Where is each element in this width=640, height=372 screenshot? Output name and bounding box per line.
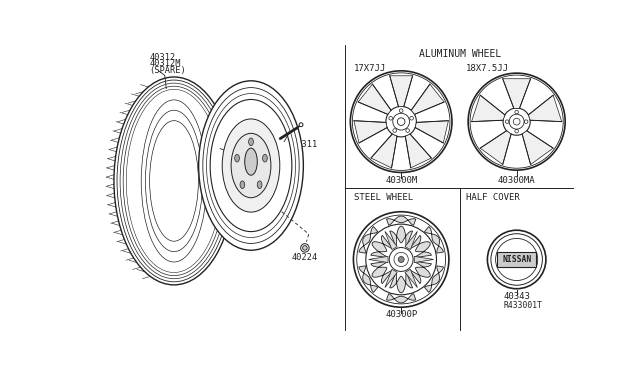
Polygon shape	[472, 95, 505, 122]
Polygon shape	[371, 235, 393, 257]
Ellipse shape	[222, 119, 280, 212]
Circle shape	[299, 123, 303, 126]
Circle shape	[303, 246, 307, 250]
Text: 40300M: 40300M	[385, 176, 417, 185]
Text: 40224: 40224	[292, 253, 318, 262]
Text: 40300P: 40300P	[385, 310, 417, 319]
Polygon shape	[410, 235, 431, 257]
Circle shape	[488, 230, 546, 289]
Ellipse shape	[257, 181, 262, 189]
Polygon shape	[359, 227, 378, 253]
Polygon shape	[387, 216, 416, 225]
Polygon shape	[390, 272, 413, 293]
Polygon shape	[358, 84, 391, 114]
Circle shape	[398, 256, 404, 263]
Ellipse shape	[244, 148, 257, 175]
Text: 17X7JJ: 17X7JJ	[354, 64, 387, 73]
Circle shape	[301, 244, 309, 252]
Ellipse shape	[262, 154, 268, 162]
Polygon shape	[415, 121, 449, 143]
Polygon shape	[387, 294, 416, 303]
Text: HALF COVER: HALF COVER	[466, 193, 520, 202]
Polygon shape	[359, 266, 378, 292]
Polygon shape	[410, 262, 431, 283]
Polygon shape	[371, 262, 393, 283]
Text: R433001T: R433001T	[503, 301, 542, 310]
Polygon shape	[385, 269, 397, 288]
Text: 40312: 40312	[149, 53, 175, 62]
Circle shape	[468, 73, 565, 170]
Text: STEEL WHEEL: STEEL WHEEL	[354, 193, 413, 202]
Ellipse shape	[235, 154, 239, 162]
Text: 40312M: 40312M	[149, 60, 181, 68]
Ellipse shape	[231, 133, 271, 198]
Text: 40300MA: 40300MA	[498, 176, 536, 185]
Polygon shape	[424, 227, 444, 253]
Polygon shape	[354, 121, 387, 143]
Polygon shape	[405, 231, 417, 250]
Text: 18X7.5JJ: 18X7.5JJ	[466, 64, 509, 73]
Polygon shape	[405, 269, 417, 288]
Polygon shape	[529, 95, 562, 122]
Polygon shape	[412, 84, 444, 114]
Bar	[497, 252, 536, 267]
Circle shape	[389, 247, 413, 272]
Circle shape	[353, 212, 449, 307]
Circle shape	[503, 108, 530, 135]
Polygon shape	[522, 131, 553, 164]
Circle shape	[350, 71, 452, 173]
Polygon shape	[405, 134, 431, 168]
Polygon shape	[424, 266, 444, 292]
Polygon shape	[385, 231, 397, 250]
Polygon shape	[371, 134, 397, 168]
Text: 40343: 40343	[503, 292, 530, 301]
Circle shape	[386, 106, 417, 137]
Ellipse shape	[210, 99, 292, 232]
Polygon shape	[390, 226, 413, 247]
Text: NISSAN: NISSAN	[502, 255, 531, 264]
Polygon shape	[369, 256, 388, 263]
Text: 40311: 40311	[292, 140, 318, 149]
Ellipse shape	[240, 181, 244, 189]
Polygon shape	[414, 256, 434, 263]
Ellipse shape	[198, 81, 303, 250]
Polygon shape	[480, 131, 511, 164]
Polygon shape	[502, 79, 531, 108]
Text: ALUMINUM WHEEL: ALUMINUM WHEEL	[419, 49, 500, 59]
Ellipse shape	[249, 138, 253, 145]
Polygon shape	[390, 76, 413, 107]
Text: (SPARE): (SPARE)	[149, 65, 186, 74]
Text: 40300P: 40300P	[220, 142, 252, 151]
